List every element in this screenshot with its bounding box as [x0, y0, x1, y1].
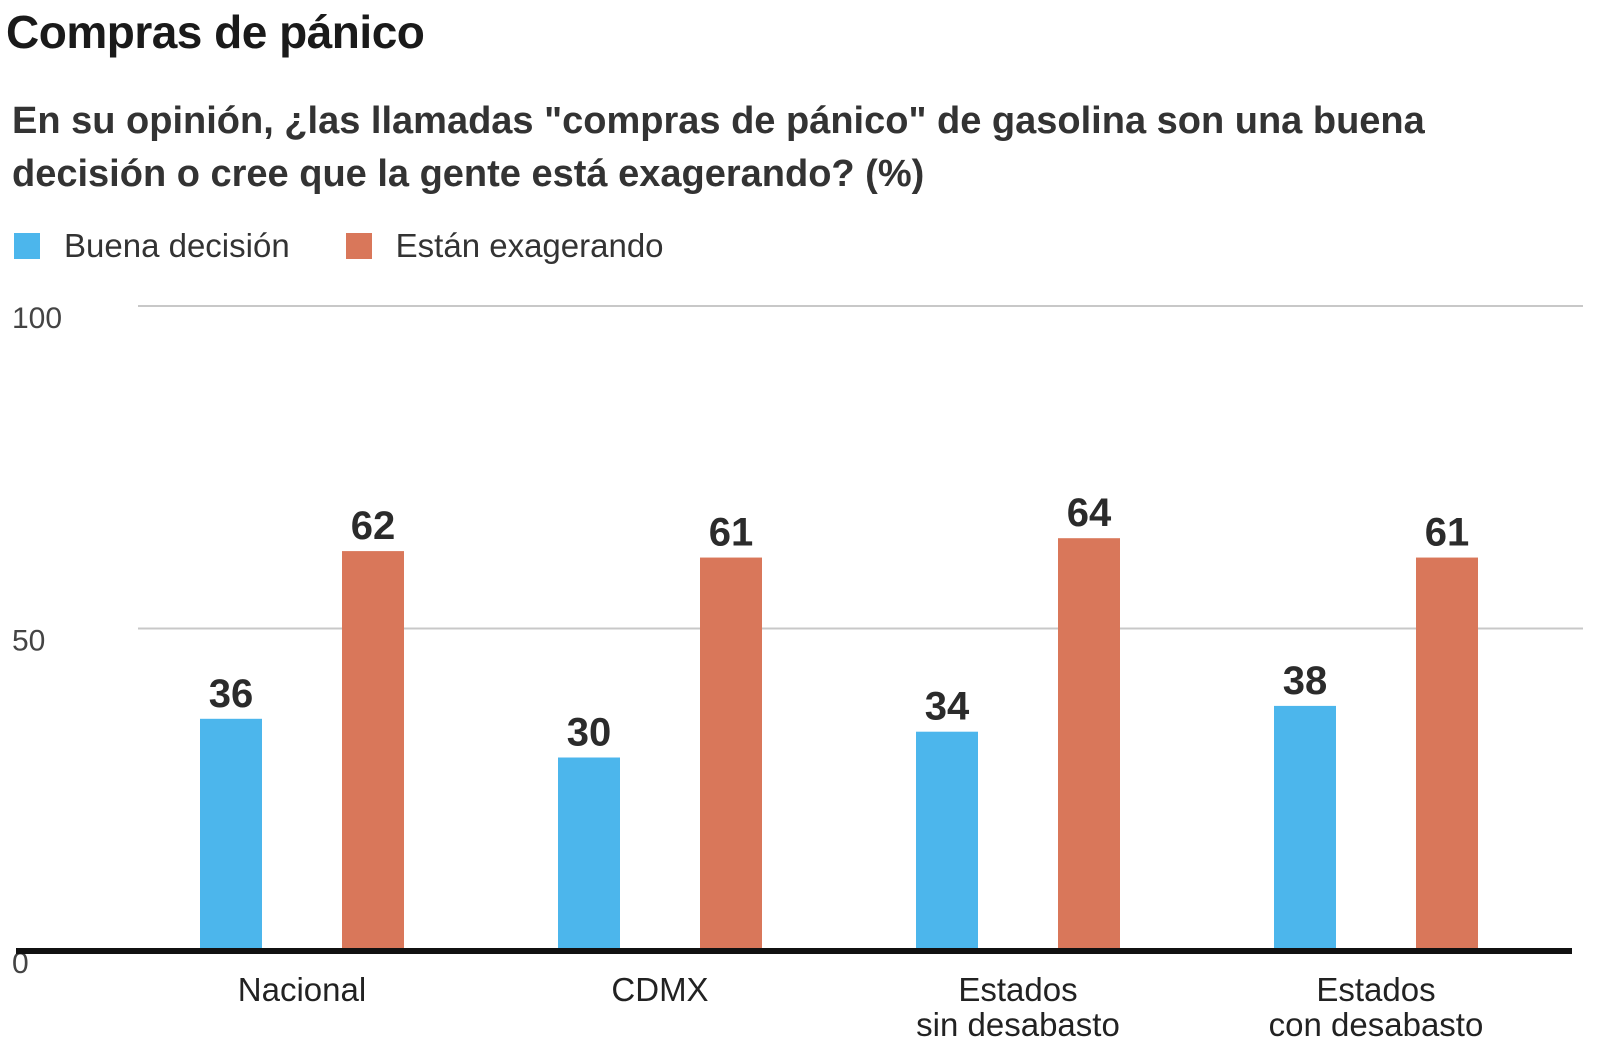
data-label-series1-cat0: 62	[351, 504, 396, 548]
x-tick-label-cat3-line1: con desabasto	[1269, 1006, 1484, 1043]
legend-label-buena-decision: Buena decisión	[64, 227, 290, 264]
x-tick-label-cat2-line0: Estados	[958, 971, 1077, 1008]
legend-label-estan-exagerando: Están exagerando	[395, 227, 664, 264]
legend-item-estan-exagerando: Están exagerando	[345, 227, 664, 265]
chart-title: Compras de pánico	[6, 6, 425, 58]
data-label-series0-cat2: 34	[925, 685, 970, 729]
legend-swatch-estan-exagerando	[345, 233, 372, 259]
bar-series1-cat1	[700, 557, 762, 951]
bar-series1-cat0	[342, 551, 404, 951]
x-tick-label-cat3-line0: Estados	[1316, 971, 1435, 1008]
y-tick-label-50: 50	[12, 625, 45, 658]
bar-series0-cat1	[558, 757, 620, 951]
y-tick-label-100: 100	[12, 302, 62, 335]
x-tick-label-cat1-line0: CDMX	[611, 971, 708, 1008]
x-tick-label-cat2-line1: sin desabasto	[916, 1006, 1120, 1043]
data-label-series0-cat0: 36	[209, 672, 254, 716]
x-tick-label-cat0-line0: Nacional	[238, 971, 366, 1008]
chart-subtitle: En su opinión, ¿las llamadas "compras de…	[12, 100, 1425, 195]
bar-series1-cat3	[1416, 557, 1478, 951]
data-label-series1-cat1: 61	[709, 511, 754, 555]
bar-series0-cat0	[200, 718, 262, 951]
bar-series1-cat2	[1058, 538, 1120, 951]
bar-series0-cat3	[1274, 705, 1336, 951]
legend-swatch-buena-decision	[14, 233, 40, 259]
legend-item-buena-decision: Buena decisión	[14, 227, 290, 265]
bar-series0-cat2	[916, 731, 978, 951]
y-tick-label-0: 0	[12, 947, 29, 980]
data-label-series1-cat3: 61	[1425, 511, 1470, 555]
data-label-series1-cat2: 64	[1067, 491, 1112, 535]
data-label-series0-cat1: 30	[567, 711, 612, 755]
legend: Buena decisión Están exagerando	[14, 226, 720, 266]
data-label-series0-cat3: 38	[1283, 659, 1328, 703]
